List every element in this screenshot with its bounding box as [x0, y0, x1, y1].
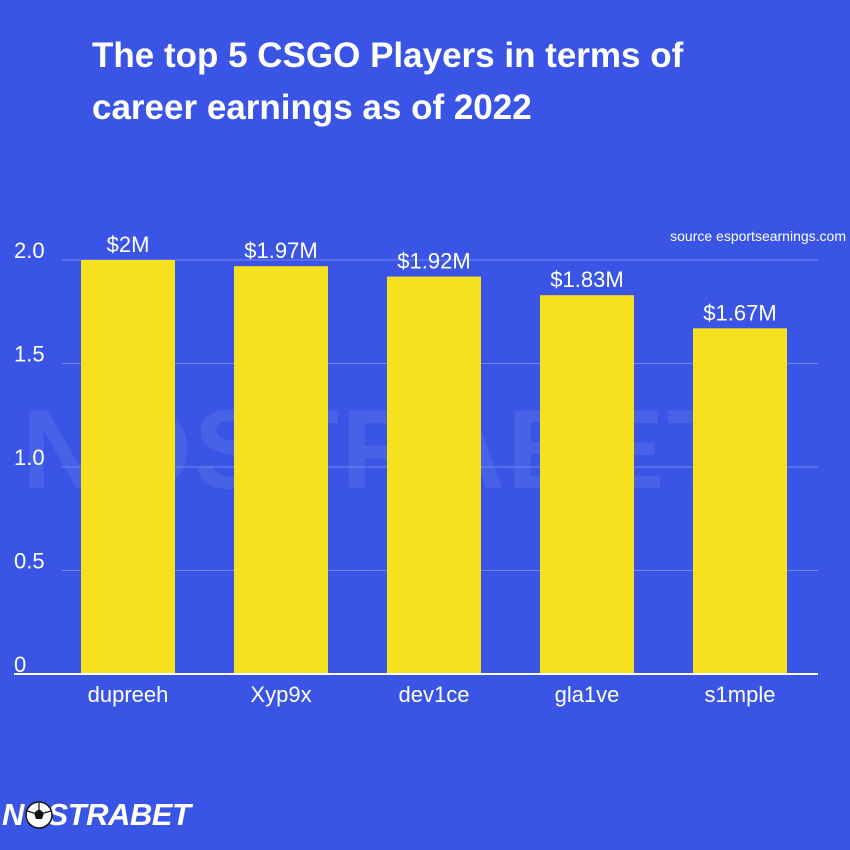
logo: NOSTRABET: [2, 795, 191, 835]
data-labels: $2M $1.97M $1.92M $1.83M $1.67M: [107, 232, 777, 325]
y-axis-ticks: 0 0.5 1.0 1.5 2.0: [14, 238, 45, 677]
x-tick-label: dev1ce: [399, 682, 470, 707]
bar: [81, 260, 175, 674]
bar: [693, 328, 787, 674]
bar: [387, 276, 481, 674]
y-tick-label: 1.0: [14, 445, 45, 470]
y-tick-label: 1.5: [14, 342, 45, 367]
data-label: $1.92M: [397, 249, 470, 274]
y-tick-label: 2.0: [14, 238, 45, 263]
x-tick-label: dupreeh: [88, 682, 169, 707]
soccer-ball-icon: [25, 801, 53, 829]
x-axis-ticks: dupreeh Xyp9x dev1ce gla1ve s1mple: [88, 682, 776, 707]
bar: [540, 295, 634, 674]
data-label: $2M: [107, 232, 150, 257]
bar: [234, 266, 328, 674]
x-tick-label: gla1ve: [555, 682, 620, 707]
bars: [81, 260, 787, 674]
data-label: $1.67M: [703, 300, 776, 325]
y-tick-label: 0.5: [14, 549, 45, 574]
x-tick-label: Xyp9x: [250, 682, 311, 707]
chart-title: The top 5 CSGO Players in terms of caree…: [92, 36, 684, 127]
data-label: $1.97M: [244, 238, 317, 263]
y-tick-label: 0: [14, 652, 26, 677]
x-tick-label: s1mple: [705, 682, 776, 707]
source-note: source esportsearnings.com: [670, 228, 846, 244]
data-label: $1.83M: [550, 267, 623, 292]
